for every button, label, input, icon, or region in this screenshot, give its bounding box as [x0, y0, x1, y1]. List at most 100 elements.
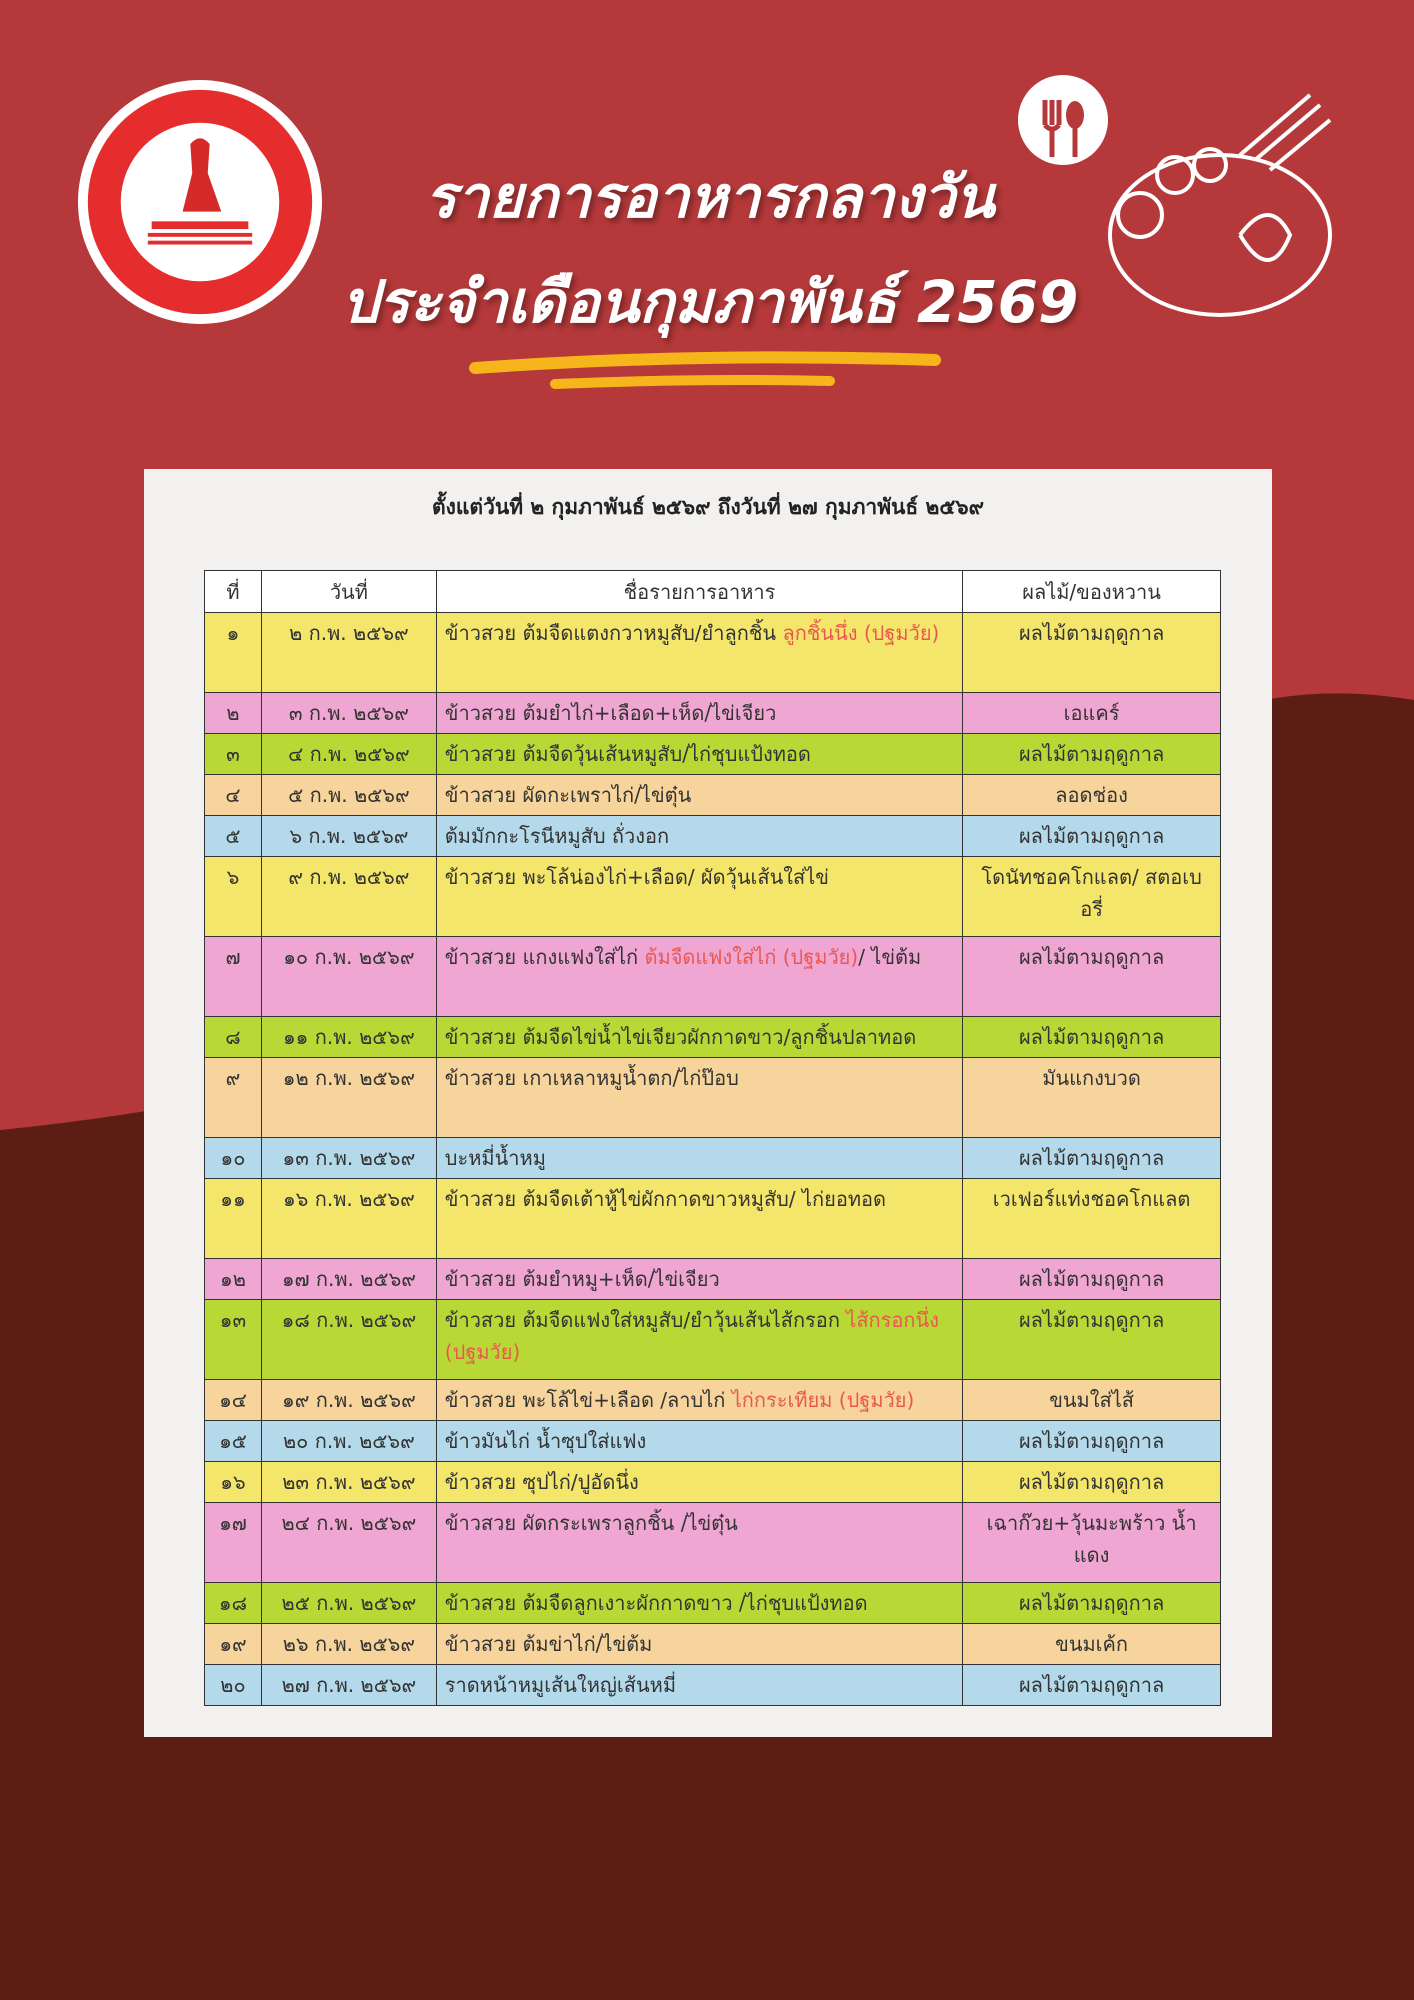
- menu-table: ที่ วันที่ ชื่อรายการอาหาร ผลไม้/ของหวาน…: [204, 570, 1221, 1706]
- row-food: ราดหน้าหมูเส้นใหญ่เส้นหมี่: [435, 1664, 964, 1706]
- fork-spoon-icon: [1018, 75, 1108, 165]
- row-number: ๖: [204, 856, 262, 937]
- row-food: ข้าวสวย ต้มจืดแตงกวาหมูสับ/ยำลูกชิ้น ลูก…: [435, 612, 964, 693]
- table-row: ๔ ๕ ก.พ. ๒๕๖๙ ข้าวสวย ผัดกะเพราไก่/ไข่ตุ…: [204, 774, 1221, 816]
- table-row: ๙ ๑๒ ก.พ. ๒๕๖๙ ข้าวสวย เกาเหลาหมูน้ำตก/ไ…: [204, 1057, 1221, 1138]
- food-preschool-highlight: ไส้กรอกนึ่ง (ปฐมวัย): [444, 1308, 939, 1364]
- table-row: ๓ ๔ ก.พ. ๒๕๖๙ ข้าวสวย ต้มจืดวุ้นเส้นหมูส…: [204, 733, 1221, 775]
- row-number: ๑: [204, 612, 262, 693]
- row-food: ข้าวมันไก่ น้ำซุปใส่แฟง: [435, 1420, 964, 1462]
- row-dessert: ผลไม้ตามฤดูกาล: [962, 1582, 1221, 1624]
- col-header-dessert: ผลไม้/ของหวาน: [962, 570, 1221, 613]
- row-food: ข้าวสวย เกาเหลาหมูน้ำตก/ไก่ป๊อบ: [435, 1057, 964, 1138]
- row-dessert: เวเฟอร์แท่งชอคโกแลต: [962, 1178, 1221, 1259]
- row-number: ๘: [204, 1016, 262, 1058]
- row-dessert: เอแคร์: [962, 692, 1221, 734]
- title-line-1: รายการอาหารกลางวัน: [425, 163, 995, 231]
- row-number: ๑๖: [204, 1461, 262, 1503]
- table-row: ๑๐ ๑๓ ก.พ. ๒๕๖๙ บะหมี่น้ำหมู ผลไม้ตามฤดู…: [204, 1137, 1221, 1179]
- food-text: ข้าวสวย ผัดกะเพราไก่/ไข่ตุ๋น: [444, 783, 692, 807]
- food-text: ข้าวสวย พะโล้ไข่+เลือด /ลาบไก่: [444, 1388, 732, 1412]
- row-date: ๑๙ ก.พ. ๒๕๖๙: [260, 1379, 437, 1421]
- row-dessert: ผลไม้ตามฤดูกาล: [962, 1299, 1221, 1380]
- food-text: ข้าวสวย แกงแฟงใส่ไก่: [444, 945, 645, 969]
- table-row: ๘ ๑๑ ก.พ. ๒๕๖๙ ข้าวสวย ต้มจืดไข่น้ำไข่เจ…: [204, 1016, 1221, 1058]
- food-text: ข้าวสวย ต้มจืดแตงกวาหมูสับ/ยำลูกชิ้น: [444, 621, 783, 645]
- row-dessert: ผลไม้ตามฤดูกาล: [962, 1461, 1221, 1503]
- table-row: ๑๕ ๒๐ ก.พ. ๒๕๖๙ ข้าวมันไก่ น้ำซุปใส่แฟง …: [204, 1420, 1221, 1462]
- food-bowl-illustration: [1018, 75, 1332, 317]
- title-line-2: ประจำเดือนกุมภาพันธ์ 2569: [341, 268, 1079, 336]
- row-dessert: ขนมเค้ก: [962, 1623, 1221, 1665]
- food-text: ข้าวสวย ต้มจืดวุ้นเส้นหมูสับ/ไก่ชุบแป้งท…: [444, 742, 811, 766]
- row-dessert: ผลไม้ตามฤดูกาล: [962, 733, 1221, 775]
- row-number: ๑๑: [204, 1178, 262, 1259]
- table-row: ๑๘ ๒๕ ก.พ. ๒๕๖๙ ข้าวสวย ต้มจืดลูกเงาะผัก…: [204, 1582, 1221, 1624]
- table-row: ๑๙ ๒๖ ก.พ. ๒๕๖๙ ข้าวสวย ต้มข่าไก่/ไข่ต้ม…: [204, 1623, 1221, 1665]
- row-food: ข้าวสวย ต้มจืดลูกเงาะผักกาดขาว /ไก่ชุบแป…: [435, 1582, 964, 1624]
- row-food: ข้าวสวย ต้มจืดวุ้นเส้นหมูสับ/ไก่ชุบแป้งท…: [435, 733, 964, 775]
- row-date: ๑๖ ก.พ. ๒๕๖๙: [260, 1178, 437, 1259]
- date-range: ตั้งแต่วันที่ ๒ กุมภาพันธ์ ๒๕๖๙ ถึงวันที…: [432, 495, 984, 519]
- table-row: ๖ ๙ ก.พ. ๒๕๖๙ ข้าวสวย พะโล้น่องไก่+เลือด…: [204, 856, 1221, 937]
- menu-document: ตั้งแต่วันที่ ๒ กุมภาพันธ์ ๒๕๖๙ ถึงวันที…: [144, 469, 1272, 1737]
- food-text: ข้าวสวย ต้มยำไก่+เลือด+เห็ด/ไข่เจียว: [444, 701, 777, 725]
- row-food: ข้าวสวย ต้มจืดเต้าหู้ไข่ผักกาดขาวหมูสับ/…: [435, 1178, 964, 1259]
- food-text: ข้าวสวย เกาเหลาหมูน้ำตก/ไก่ป๊อบ: [444, 1066, 739, 1090]
- row-date: ๑๓ ก.พ. ๒๕๖๙: [260, 1137, 437, 1179]
- row-date: ๑๗ ก.พ. ๒๕๖๙: [260, 1258, 437, 1300]
- row-number: ๑๒: [204, 1258, 262, 1300]
- table-row: ๑๑ ๑๖ ก.พ. ๒๕๖๙ ข้าวสวย ต้มจืดเต้าหู้ไข่…: [204, 1178, 1221, 1259]
- food-preschool-highlight: ลูกชิ้นนึ่ง (ปฐมวัย): [782, 621, 940, 645]
- row-date: ๔ ก.พ. ๒๕๖๙: [260, 733, 437, 775]
- table-row: ๑๓ ๑๘ ก.พ. ๒๕๖๙ ข้าวสวย ต้มจืดแฟงใส่หมูส…: [204, 1299, 1221, 1380]
- row-dessert: เฉาก๊วย+วุ้นมะพร้าว น้ำแดง: [962, 1502, 1221, 1583]
- row-number: ๑๗: [204, 1502, 262, 1583]
- food-text: ข้าวสวย ต้มยำหมู+เห็ด/ไข่เจียว: [444, 1267, 720, 1291]
- row-dessert: ผลไม้ตามฤดูกาล: [962, 936, 1221, 1017]
- row-dessert: ผลไม้ตามฤดูกาล: [962, 815, 1221, 857]
- row-number: ๒๐: [204, 1664, 262, 1706]
- food-text: ข้าวสวย ต้มจืดเต้าหู้ไข่ผักกาดขาวหมูสับ/…: [444, 1187, 887, 1211]
- row-dessert: ผลไม้ตามฤดูกาล: [962, 1258, 1221, 1300]
- row-number: ๑๓: [204, 1299, 262, 1380]
- food-preschool-highlight: ต้มจืดแฟงใส่ไก่ (ปฐมวัย): [644, 945, 859, 969]
- row-food: บะหมี่น้ำหมู: [435, 1137, 964, 1179]
- row-date: ๓ ก.พ. ๒๕๖๙: [260, 692, 437, 734]
- row-food: ข้าวสวย ต้มข่าไก่/ไข่ต้ม: [435, 1623, 964, 1665]
- row-food: ข้าวสวย แกงแฟงใส่ไก่ ต้มจืดแฟงใส่ไก่ (ปฐ…: [435, 936, 964, 1017]
- food-text: ข้าวมันไก่ น้ำซุปใส่แฟง: [444, 1429, 647, 1453]
- row-food: ข้าวสวย ซุปไก่/ปูอัดนึ่ง: [435, 1461, 964, 1503]
- row-food: ข้าวสวย ผัดกะเพราไก่/ไข่ตุ๋น: [435, 774, 964, 816]
- row-number: ๑๘: [204, 1582, 262, 1624]
- row-date: ๑๑ ก.พ. ๒๕๖๙: [260, 1016, 437, 1058]
- col-header-food: ชื่อรายการอาหาร: [435, 570, 964, 613]
- food-text: ข้าวสวย พะโล้น่องไก่+เลือด/ ผัดวุ้นเส้นใ…: [444, 865, 829, 889]
- row-date: ๒ ก.พ. ๒๕๖๙: [260, 612, 437, 693]
- row-date: ๑๐ ก.พ. ๒๕๖๙: [260, 936, 437, 1017]
- food-text: ราดหน้าหมูเส้นใหญ่เส้นหมี่: [444, 1673, 676, 1697]
- row-food: ต้มมักกะโรนีหมูสับ ถั่วงอก: [435, 815, 964, 857]
- row-number: ๔: [204, 774, 262, 816]
- row-dessert: ผลไม้ตามฤดูกาล: [962, 1664, 1221, 1706]
- table-row: ๑๖ ๒๓ ก.พ. ๒๕๖๙ ข้าวสวย ซุปไก่/ปูอัดนึ่ง…: [204, 1461, 1221, 1503]
- food-text: บะหมี่น้ำหมู: [444, 1146, 546, 1170]
- row-food: ข้าวสวย ต้มจืดแฟงใส่หมูสับ/ยำวุ้นเส้นไส้…: [435, 1299, 964, 1380]
- food-text: ข้าวสวย ต้มจืดแฟงใส่หมูสับ/ยำวุ้นเส้นไส้…: [444, 1308, 847, 1332]
- row-food: ข้าวสวย พะโล้น่องไก่+เลือด/ ผัดวุ้นเส้นใ…: [435, 856, 964, 937]
- row-food: ข้าวสวย ต้มยำหมู+เห็ด/ไข่เจียว: [435, 1258, 964, 1300]
- row-number: ๗: [204, 936, 262, 1017]
- food-text: ข้าวสวย ซุปไก่/ปูอัดนึ่ง: [444, 1470, 639, 1494]
- row-date: ๒๓ ก.พ. ๒๕๖๙: [260, 1461, 437, 1503]
- row-food: ข้าวสวย ผัดกระเพราลูกชิ้น /ไข่ตุ๋น: [435, 1502, 964, 1583]
- row-number: ๙: [204, 1057, 262, 1138]
- row-number: ๑๔: [204, 1379, 262, 1421]
- col-header-no: ที่: [204, 570, 262, 613]
- row-date: ๙ ก.พ. ๒๕๖๙: [260, 856, 437, 937]
- table-row: ๒๐ ๒๗ ก.พ. ๒๕๖๙ ราดหน้าหมูเส้นใหญ่เส้นหม…: [204, 1664, 1221, 1706]
- row-dessert: ผลไม้ตามฤดูกาล: [962, 1420, 1221, 1462]
- row-dessert: ผลไม้ตามฤดูกาล: [962, 612, 1221, 693]
- table-row: ๑ ๒ ก.พ. ๒๕๖๙ ข้าวสวย ต้มจืดแตงกวาหมูสับ…: [204, 612, 1221, 693]
- food-text-tail: / ไข่ต้ม: [858, 945, 922, 969]
- food-text: ข้าวสวย ต้มจืดไข่น้ำไข่เจียวผักกาดขาว/ลู…: [444, 1025, 917, 1049]
